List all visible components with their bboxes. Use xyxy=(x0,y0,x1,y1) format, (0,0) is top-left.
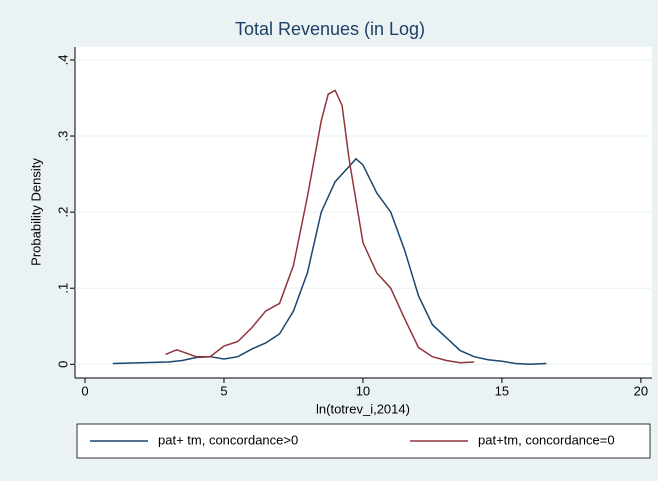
x-tick-label: 20 xyxy=(634,383,648,398)
y-tick-label: 0 xyxy=(55,361,70,368)
x-tick-label: 10 xyxy=(356,383,370,398)
x-tick-label: 5 xyxy=(220,383,227,398)
y-tick-label: .2 xyxy=(55,207,70,218)
x-tick-label: 15 xyxy=(495,383,509,398)
legend-label: pat+tm, concordance=0 xyxy=(478,432,615,447)
y-axis-label: Probability Density xyxy=(28,158,43,266)
series-line xyxy=(165,89,475,364)
x-axis-label: ln(totrev_i,2014) xyxy=(316,401,410,416)
y-tick-label: .1 xyxy=(55,283,70,294)
chart-title: Total Revenues (in Log) xyxy=(235,19,425,39)
legend-label: pat+ tm, concordance>0 xyxy=(158,432,298,447)
x-tick-label: 0 xyxy=(81,383,88,398)
y-tick-label: .4 xyxy=(55,55,70,66)
legend-box xyxy=(76,423,651,459)
y-tick-label: .3 xyxy=(55,131,70,142)
